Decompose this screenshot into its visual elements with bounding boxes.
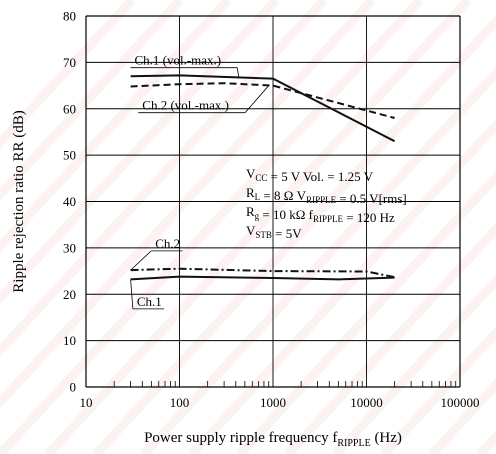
series-line-1 [130,74,396,143]
watermark-stripe [0,0,376,409]
y-tick-label: 40 [63,194,76,209]
watermark-stripe [44,0,472,454]
x-tick-label: 10000 [350,395,383,410]
label-leader [244,85,270,113]
x-tick-label: 100 [170,395,190,410]
watermark-stripe [92,14,496,454]
series-line-3 [130,267,395,279]
series-label-1: Ch.1 (vol.-max.) [134,53,221,68]
x-tick-label: 100000 [441,395,480,410]
series-label-4: Ch.1 [137,294,162,309]
watermark-stripe [0,0,280,305]
label-leader [130,279,134,309]
watermark-stripe [0,0,424,454]
minor-ticks [113,381,457,387]
watermark-stripe [284,222,496,454]
label-leader [130,250,152,271]
series-line-4 [130,275,395,281]
x-axis-label: Power supply ripple frequency fRIPPLE (H… [144,430,402,449]
y-tick-label: 20 [63,287,76,302]
watermark-stripe [0,0,328,357]
y-tick-labels: 0 10 20 30 40 50 60 70 80 [63,9,76,395]
conditions-block: VCC = 5 V Vol. = 1.25 VRL = 8 Ω VRIPPLE … [246,166,407,241]
series-line-2 [130,82,395,119]
condition-line-4: VSTB = 5V [246,223,302,241]
y-tick-label: 60 [63,101,76,116]
watermark-stripe [380,326,496,454]
watermark-stripe [0,0,136,150]
condition-line-2: RL = 8 Ω VRIPPLE = 0.5 V[rms] [246,185,407,206]
y-tick-label: 0 [70,380,77,395]
condition-line-1: VCC = 5 V Vol. = 1.25 V [246,166,374,184]
y-tick-label: 30 [63,240,76,255]
series-label-2: Ch.2 (vol.-max.) [142,98,229,113]
watermark-stripe [188,118,496,454]
y-tick-label: 80 [63,9,76,24]
grid-lines [85,15,461,388]
series-lines [130,74,396,281]
y-axis-label: Ripple rejection ratio RR (dB) [11,110,27,292]
label-leader [236,67,240,78]
x-tick-labels: 10 100 1000 10000 100000 [80,395,480,410]
watermark-stripe [140,66,496,454]
watermark-stripe [236,170,496,454]
y-tick-label: 50 [63,148,76,163]
series-labels: Ch.1 (vol.-max.) Ch.2 (vol.-max.) Ch.2 Ch.1 [130,53,270,310]
y-tick-label: 10 [63,333,76,348]
watermark-stripe [0,0,184,202]
y-tick-label: 70 [63,55,76,70]
condition-line-3: Rg = 10 kΩ fRIPPLE = 120 Hz [246,204,395,225]
watermark-stripe [332,274,496,454]
series-label-3: Ch.2 [155,236,180,251]
x-tick-label: 1000 [260,395,286,410]
x-tick-label: 10 [80,395,93,410]
